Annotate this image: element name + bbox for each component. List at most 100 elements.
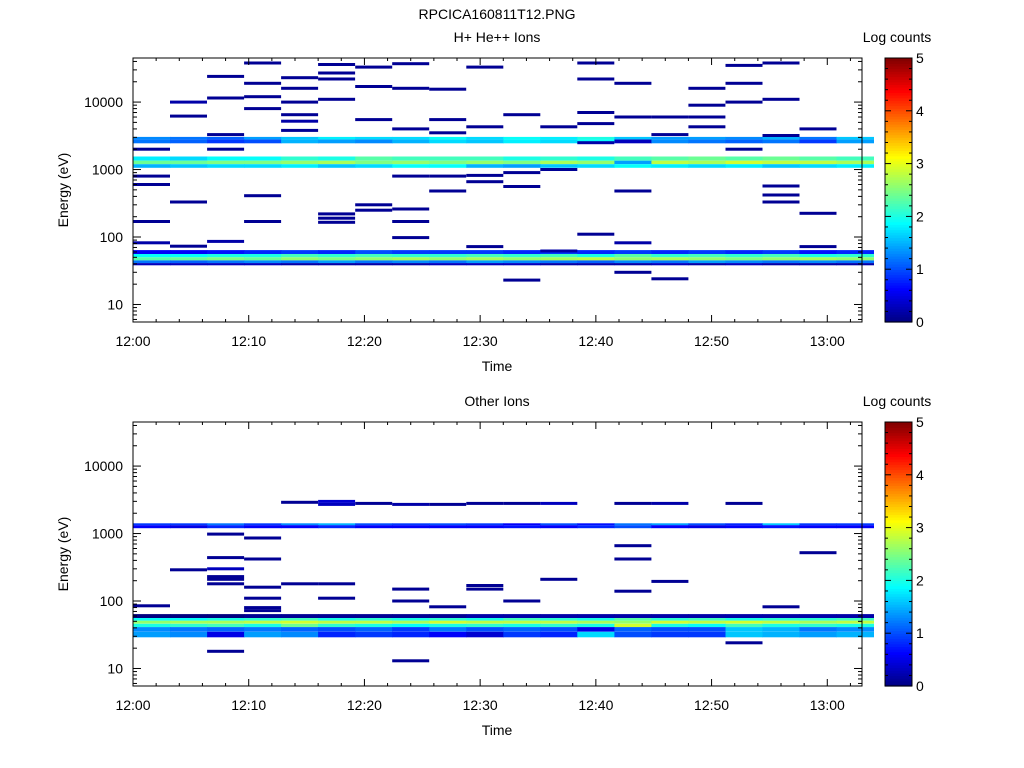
heatmap-cell — [392, 627, 430, 632]
heatmap-cell — [614, 627, 652, 632]
heatmap-cell — [244, 585, 282, 589]
heatmap-cell — [503, 618, 541, 621]
heatmap-cell — [614, 501, 652, 505]
heatmap-cell — [392, 587, 430, 591]
heatmap-cell — [577, 623, 615, 628]
heatmap-cell — [429, 164, 467, 168]
heatmap-cell — [836, 257, 874, 261]
heatmap-cell — [244, 194, 282, 198]
colorbar-segment — [885, 482, 912, 486]
colorbar: 0 1 2 3 4 5 — [884, 414, 924, 694]
heatmap-cell — [318, 164, 356, 168]
colorbar-segment — [885, 429, 912, 434]
colorbar-segment — [885, 203, 912, 207]
heatmap-cell — [577, 257, 615, 261]
heatmap-cell — [244, 156, 282, 161]
heatmap-cell — [133, 263, 171, 266]
heatmap-cell — [799, 631, 837, 638]
colorbar-segment — [885, 94, 912, 99]
heatmap-cell — [503, 171, 541, 175]
heatmap-cell — [392, 257, 430, 261]
heatmap-cell — [133, 139, 171, 144]
heatmap-cell — [133, 257, 171, 261]
heatmap-cell — [133, 525, 171, 529]
heatmap-cell — [392, 620, 430, 624]
colorbar-segment — [885, 158, 912, 162]
figure-title: RPCICA160811T12.PNG — [419, 6, 576, 22]
heatmap-cell — [799, 618, 837, 621]
heatmap-cell — [281, 623, 319, 628]
colorbar-segment — [885, 110, 912, 115]
heatmap-cell — [725, 627, 763, 632]
heatmap-cell — [466, 257, 504, 261]
heatmap-cell — [355, 139, 393, 144]
heatmap-cell — [244, 620, 282, 624]
heatmap-cell — [503, 620, 541, 624]
heatmap-cell — [281, 119, 319, 123]
heatmap-cell — [207, 257, 245, 261]
heatmap-cell — [429, 174, 467, 178]
heatmap-cell — [429, 139, 467, 144]
heatmap-cell — [836, 250, 874, 254]
heatmap-cell — [688, 115, 726, 119]
heatmap-cell — [799, 614, 837, 618]
heatmap-cell — [762, 136, 800, 140]
heatmap-cell — [281, 582, 319, 586]
colorbar-segment — [885, 659, 912, 663]
heatmap-cell — [170, 631, 208, 638]
heatmap-cell — [170, 200, 207, 204]
panel-other-ions: Other Ions 12:00 12:10 12:20 12:30 12:40 12:5… — [55, 393, 931, 738]
heatmap-cell — [614, 270, 652, 274]
heatmap-cell — [318, 216, 356, 220]
colorbar-segment — [885, 139, 912, 144]
colorbar-segment — [885, 519, 912, 523]
panel-h-he-ions: H+ He++ Ions 12:00 12:10 12:20 12:30 12:40 12… — [55, 29, 931, 374]
x-tick-label: 12:30 — [463, 697, 498, 713]
heatmap-cell — [725, 63, 763, 67]
heatmap-cell — [799, 623, 837, 628]
heatmap-cell — [318, 97, 356, 101]
heatmap-cell — [540, 623, 578, 628]
heatmap-cell — [614, 260, 652, 264]
heatmap-cell — [170, 260, 208, 264]
colorbar-segment — [885, 556, 912, 560]
heatmap-cell — [429, 250, 467, 254]
colorbar-label: Log counts — [863, 393, 932, 409]
x-tick-label: 13:00 — [810, 697, 845, 713]
heatmap-cell — [614, 250, 652, 254]
heatmap-cell — [466, 620, 504, 624]
heatmap-cell — [503, 136, 541, 140]
colorbar-segment — [885, 680, 912, 684]
heatmap-cell — [244, 61, 282, 65]
colorbar: 0 1 2 3 4 5 — [884, 50, 924, 330]
colorbar-segment — [885, 664, 912, 669]
colorbar-segment — [885, 498, 912, 502]
heatmap-cells — [133, 499, 874, 663]
colorbar-segment — [885, 540, 912, 545]
heatmap-cell — [651, 277, 689, 281]
colorbar-segment — [885, 561, 912, 566]
heatmap-cell — [355, 260, 393, 264]
colorbar-segment — [885, 282, 912, 286]
colorbar-segment — [885, 176, 912, 181]
heatmap-cell — [244, 536, 282, 540]
y-tick-label: 10 — [107, 660, 123, 676]
heatmap-cell — [318, 523, 356, 526]
y-tick-labels: 10 100 1000 10000 — [84, 94, 123, 312]
heatmap-cell — [429, 260, 467, 264]
heatmap-cell — [688, 525, 726, 529]
colorbar-segment — [885, 464, 912, 468]
heatmap-cell — [429, 525, 467, 529]
heatmap-cell — [614, 189, 652, 193]
colorbar-segment — [885, 126, 912, 130]
heatmap-cell — [244, 623, 282, 628]
heatmap-cell — [614, 254, 652, 258]
colorbar-segment — [885, 667, 912, 671]
heatmap-cell — [762, 618, 800, 621]
heatmap-cell — [540, 260, 578, 264]
heatmap-cell — [244, 557, 282, 561]
colorbar-segment — [885, 551, 912, 555]
colorbar-segment — [885, 593, 912, 597]
heatmap-cell — [207, 523, 245, 526]
x-tick-label: 12:10 — [231, 333, 266, 349]
